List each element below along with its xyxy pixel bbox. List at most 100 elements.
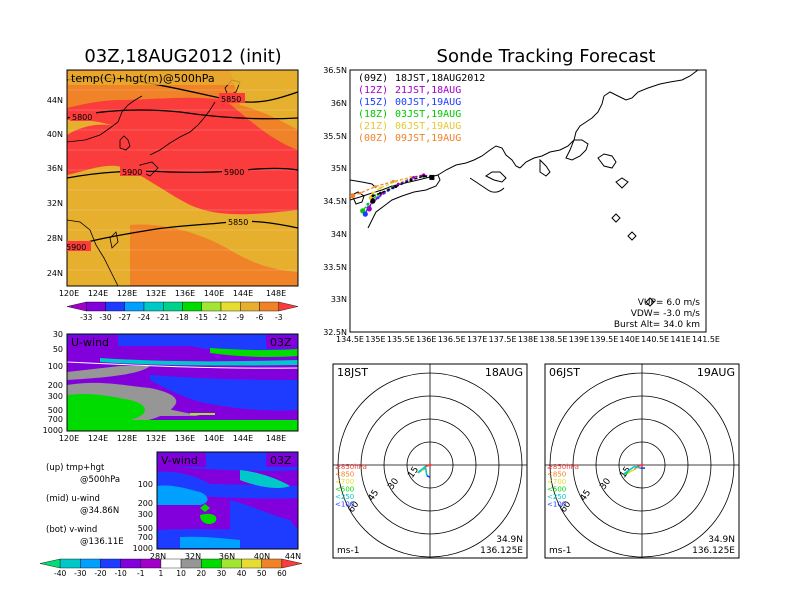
pressure-level-label: <500 [547, 486, 566, 494]
descent-velocity: VDW= -3.0 m/s [631, 309, 701, 319]
sonde-track-point [362, 211, 368, 217]
v-wind-x-labels: 28N 32N 36N 40N 44N [150, 552, 301, 561]
legend-time: 06JST,19AUG [395, 121, 461, 132]
note-line: @500hPa [80, 475, 120, 485]
colorbar-label: -30 [74, 569, 86, 578]
wind-colorbar: -40 -30 -20 -10 -1 1 10 20 30 40 50 60 [39, 558, 303, 578]
legend-code: (00Z) [358, 133, 388, 144]
pressure-label: 30 [53, 330, 63, 339]
pressure-label: 500 [138, 524, 153, 533]
hodograph-time: 06JST [549, 366, 580, 379]
colorbar-swatch [124, 301, 145, 312]
colorbar-swatch [160, 558, 182, 569]
colorbar-label: 1 [159, 569, 164, 578]
u-wind-label: U-wind [71, 336, 109, 349]
launch-site-marker [429, 174, 435, 180]
pressure-level-label: <850 [547, 471, 566, 479]
hodograph-time: 18JST [337, 366, 368, 379]
left-title: 03Z,18AUG2012 (init) [84, 46, 281, 67]
contour-label: 5800 [72, 113, 92, 122]
lat-label: 34.5N [323, 197, 347, 206]
sonde-track-point [366, 202, 370, 206]
pressure-level-label: <100 [335, 501, 354, 509]
lon-label: 124E [88, 289, 108, 298]
lat-label: 33.5N [323, 263, 347, 272]
colorbar-label: 60 [277, 569, 287, 578]
colorbar-swatch [278, 301, 299, 312]
temp-lat-labels: 44N 40N 36N 32N 28N 24N [47, 96, 63, 278]
sonde-track-point [379, 186, 382, 190]
hodograph-lon: 136.125E [692, 546, 735, 556]
lat-label: 40N [47, 130, 63, 139]
temp-lon-labels: 120E 124E 128E 132E 136E 140E 144E 148E [59, 289, 286, 298]
lat-label: 32.5N [323, 328, 347, 337]
lon-label: 132E [146, 289, 166, 298]
lon-label: 139E [569, 335, 589, 344]
contour-label: 5850 [221, 95, 241, 104]
lon-label: 148E [266, 289, 286, 298]
u-wind-x-labels: 120E 124E 128E 132E 136E 140E 144E 148E [59, 434, 286, 443]
hodograph-origin [428, 463, 432, 467]
pressure-label: 1000 [43, 426, 63, 435]
lon-label: 141.5E [692, 335, 720, 344]
sonde-track-point [374, 185, 377, 189]
contour-label: 5850 [228, 218, 248, 227]
lat-label: 36N [47, 164, 63, 173]
hodograph-date: 19AUG [697, 366, 735, 379]
lon-label: 135E [365, 335, 385, 344]
sonde-track-point [422, 174, 426, 178]
v-wind-label: V-wind [161, 454, 198, 467]
lon-label: 138E [518, 335, 538, 344]
lat-label: 44N [47, 96, 63, 105]
colorbar-swatch [86, 301, 106, 312]
lat-label: 36.5N [323, 66, 347, 75]
lon-label: 128E [117, 289, 137, 298]
legend-time: 00JST,19AUG [395, 97, 461, 108]
lon-label: 144E [233, 289, 253, 298]
lon-label: 140E [620, 335, 640, 344]
colorbar-label: 30 [217, 569, 227, 578]
hodograph-segment [634, 465, 641, 469]
lon-label: 124E [88, 434, 108, 443]
lat-label: 35.5N [323, 132, 347, 141]
pressure-label: 700 [138, 533, 153, 542]
v-wind-time: 03Z [270, 454, 292, 467]
lat-label: 32N [47, 199, 63, 208]
colorbar-swatch [100, 558, 121, 569]
temp-map-panel: temp(C)+hgt(m)@500hPa 5850 5800 5900 590… [47, 69, 299, 322]
hodograph-lat: 34.9N [496, 535, 523, 545]
pressure-level-label: ≥850hPa [335, 463, 367, 471]
pressure-level-label: <250 [335, 493, 354, 501]
sonde-track-point [366, 206, 372, 212]
tracking-map-panel: (09Z) 18JST,18AUG2012 (12Z) 21JST,18AUG … [323, 66, 720, 344]
colorbar-label: -10 [114, 569, 126, 578]
pressure-level-label: ≥850hPa [547, 463, 579, 471]
colorbar-label: -15 [196, 313, 208, 322]
ring-label: 45 [579, 488, 594, 503]
lat-label: 44N [285, 552, 301, 561]
lat-label: 32N [185, 552, 201, 561]
temp-fill [67, 70, 298, 286]
note-line: (up) tmp+hgt [46, 463, 105, 473]
colorbar-label: -33 [80, 313, 92, 322]
ring-label: 30 [386, 476, 401, 491]
colorbar-label: -9 [237, 313, 245, 322]
hodograph-unit: ms-1 [549, 546, 571, 556]
colorbar-swatch [59, 558, 81, 569]
lon-label: 132E [146, 434, 166, 443]
lat-label: 40N [254, 552, 270, 561]
lon-label: 128E [117, 434, 137, 443]
colorbar-label: -1 [137, 569, 145, 578]
contour-label: 5900 [224, 168, 244, 177]
note-line: (bot) v-wind [46, 525, 97, 535]
hodograph-segment [424, 466, 428, 476]
colorbar-label: -18 [176, 313, 188, 322]
burst-altitude: Burst Alt= 34.0 km [614, 320, 700, 330]
ring-label: 30 [598, 476, 613, 491]
u-wind-y-labels: 30 50 100 200 300 500 700 1000 [43, 330, 63, 435]
colorbar-swatch [39, 558, 61, 569]
temp-colorbar: -33 -30 -27 -24 -21 -18 -15 -12 -9 -6 -3 [66, 301, 299, 322]
legend-time: 18JST,18AUG2012 [395, 73, 485, 84]
